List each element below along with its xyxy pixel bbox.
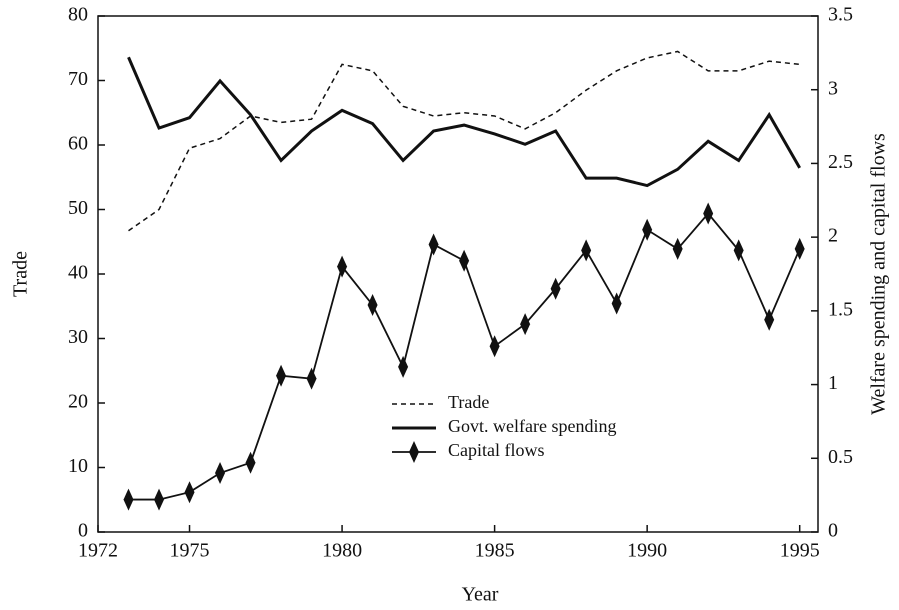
series-marker xyxy=(611,292,622,315)
series-marker xyxy=(550,277,561,300)
y-tick-label: 30 xyxy=(68,326,88,348)
series-marker xyxy=(276,364,287,387)
x-tick-label: 1975 xyxy=(170,540,210,562)
series-marker xyxy=(794,237,805,260)
y-tick-label: 40 xyxy=(68,262,88,284)
series-marker xyxy=(154,488,165,511)
x-tick-label: 1980 xyxy=(322,540,362,562)
series-line xyxy=(128,50,800,232)
series-marker xyxy=(764,308,775,331)
series-marker xyxy=(520,313,531,336)
series-marker xyxy=(672,237,683,260)
series-marker xyxy=(642,218,653,241)
x-tick-label: 1972 xyxy=(78,540,118,562)
x-tick-label: 1990 xyxy=(627,540,667,562)
legend-label: Trade xyxy=(448,392,489,412)
y-tick-label: 60 xyxy=(68,133,88,155)
y-tick-label: 20 xyxy=(68,391,88,413)
series-marker xyxy=(733,239,744,262)
legend-label: Govt. welfare spending xyxy=(448,416,616,436)
y-axis-label: Trade xyxy=(10,251,32,297)
y2-axis-label: Welfare spending and capital flows xyxy=(868,133,890,415)
y2-tick-label: 2 xyxy=(828,225,838,247)
series-marker xyxy=(184,481,195,504)
x-axis-label: Year xyxy=(462,584,499,606)
y2-tick-label: 2.5 xyxy=(828,151,853,173)
series-marker xyxy=(489,335,500,358)
series-marker xyxy=(703,202,714,225)
y-tick-label: 50 xyxy=(68,197,88,219)
y-tick-label: 10 xyxy=(68,455,88,477)
y2-tick-label: 0.5 xyxy=(828,446,853,468)
series-marker xyxy=(123,488,134,511)
y2-tick-label: 0 xyxy=(828,520,838,542)
y2-tick-label: 1.5 xyxy=(828,298,853,320)
y-tick-label: 80 xyxy=(68,4,88,26)
series-line xyxy=(127,56,801,188)
series-marker xyxy=(215,462,226,485)
series-marker xyxy=(306,367,317,390)
x-tick-label: 1995 xyxy=(780,540,820,562)
series-marker xyxy=(398,355,409,378)
x-tick-label: 1985 xyxy=(475,540,515,562)
y2-tick-label: 3.5 xyxy=(828,4,853,26)
y2-tick-label: 3 xyxy=(828,77,838,99)
series-marker xyxy=(581,239,592,262)
legend-label: Capital flows xyxy=(448,440,545,460)
series-marker xyxy=(245,451,256,474)
series-marker xyxy=(459,249,470,272)
series-marker xyxy=(367,293,378,316)
y-tick-label: 0 xyxy=(78,520,88,542)
y2-tick-label: 1 xyxy=(828,372,838,394)
series-marker xyxy=(428,233,439,256)
series-marker xyxy=(337,255,348,278)
y-tick-label: 70 xyxy=(68,68,88,90)
legend-marker xyxy=(409,441,419,463)
